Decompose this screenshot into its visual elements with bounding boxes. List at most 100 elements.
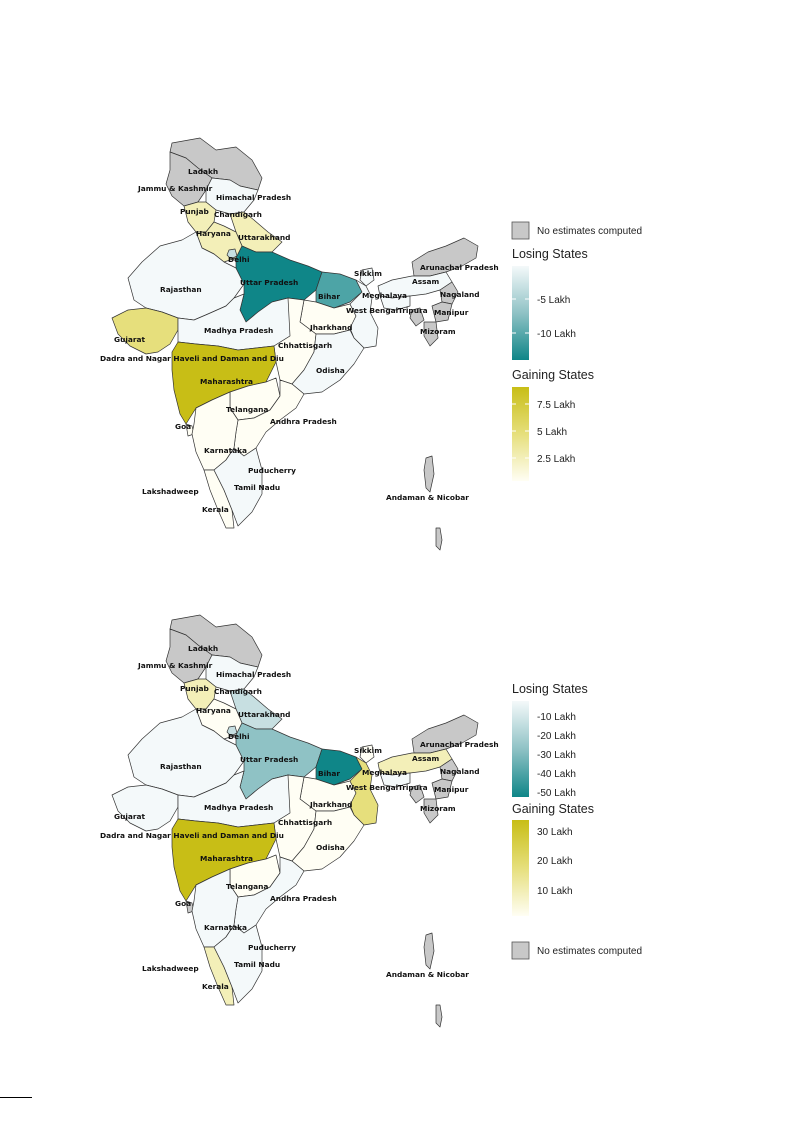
label-puducherry: Puducherry [248, 943, 296, 952]
legend-losing-colorbar [512, 266, 529, 360]
state-mizoram [423, 321, 439, 347]
state-sikkim [359, 267, 375, 287]
label-gujarat: Gujarat [114, 335, 145, 344]
legend-gaining-tick-3: 2.5 Lakh [537, 454, 575, 465]
label-meghalaya: Meghalaya [362, 768, 407, 777]
india-map-2: Ladakh Jammu & Kashmir Himachal Pradesh … [100, 614, 642, 1028]
label-jharkhand: Jharkhand [309, 323, 352, 332]
legend-losing-tick-5: -50 Lakh [537, 788, 576, 799]
state-tripura [409, 784, 425, 804]
label-lakshadweep: Lakshadweep [142, 964, 199, 973]
state-meghalaya [379, 772, 411, 788]
label-jharkhand: Jharkhand [309, 800, 352, 809]
footer-rule [0, 1097, 32, 1098]
label-mizoram: Mizoram [420, 804, 456, 813]
legend-losing-title: Losing States [512, 247, 588, 261]
legend-losing-tick-3: -30 Lakh [537, 750, 576, 761]
legend-no-data-label: No estimates computed [537, 946, 642, 957]
label-jammu-kashmir: Jammu & Kashmir [137, 184, 213, 193]
legend-gaining-title: Gaining States [512, 368, 594, 382]
label-sikkim: Sikkim [354, 269, 382, 278]
state-nagaland [439, 281, 459, 305]
label-chandigarh: Chandigarh [214, 687, 262, 696]
legend-map-1: No estimates computed Losing States -5 L… [511, 221, 642, 481]
state-delhi [226, 248, 238, 260]
legend-no-data-swatch [511, 941, 530, 960]
label-delhi: Delhi [228, 732, 249, 741]
label-punjab: Punjab [180, 207, 209, 216]
label-west-bengal: West Bengal [346, 306, 398, 315]
label-bihar: Bihar [318, 769, 340, 778]
label-uttar-pradesh: Uttar Pradesh [240, 755, 298, 764]
label-maharashtra: Maharashtra [200, 854, 253, 863]
label-uttarakhand: Uttarakhand [238, 710, 290, 719]
label-nagaland: Nagaland [440, 290, 480, 299]
label-odisha: Odisha [316, 366, 345, 375]
state-odisha [291, 806, 365, 872]
label-arunachal-pradesh: Arunachal Pradesh [420, 263, 499, 272]
legend-gaining-tick-2: 20 Lakh [537, 856, 573, 867]
label-assam: Assam [412, 754, 440, 763]
label-chhattisgarh: Chhattisgarh [278, 818, 332, 827]
legend-losing-tick-1: -5 Lakh [537, 295, 570, 306]
label-delhi: Delhi [228, 255, 249, 264]
label-dadra-nagar-haveli-daman-diu: Dadra and Nagar Haveli and Daman and Diu [100, 354, 284, 363]
label-uttar-pradesh: Uttar Pradesh [240, 278, 298, 287]
legend-losing-tick-2: -10 Lakh [537, 329, 576, 340]
label-goa: Goa [175, 899, 191, 908]
legend-losing-tick-4: -40 Lakh [537, 769, 576, 780]
label-madhya-pradesh: Madhya Pradesh [204, 803, 273, 812]
legend-gaining-colorbar [512, 387, 529, 481]
state-andaman-nicobar [423, 932, 443, 1028]
label-manipur: Manipur [434, 308, 469, 317]
state-manipur [431, 778, 453, 800]
label-tamil-nadu: Tamil Nadu [234, 960, 280, 969]
label-nagaland: Nagaland [440, 767, 480, 776]
legend-map-2: Losing States -10 Lakh -20 Lakh -30 Lakh… [511, 682, 642, 960]
legend-gaining-tick-1: 7.5 Lakh [537, 400, 575, 411]
state-bihar [315, 748, 363, 786]
label-goa: Goa [175, 422, 191, 431]
label-chandigarh: Chandigarh [214, 210, 262, 219]
state-tamil-nadu [213, 924, 263, 1004]
label-dadra-nagar-haveli-daman-diu: Dadra and Nagar Haveli and Daman and Diu [100, 831, 284, 840]
state-andaman-nicobar [423, 455, 443, 551]
state-bihar [315, 271, 363, 309]
legend-no-data-label: No estimates computed [537, 226, 642, 237]
label-himachal-pradesh: Himachal Pradesh [216, 670, 291, 679]
label-kerala: Kerala [202, 982, 229, 991]
label-andaman-nicobar: Andaman & Nicobar [386, 493, 469, 502]
legend-gaining-colorbar [512, 820, 529, 916]
label-uttarakhand: Uttarakhand [238, 233, 290, 242]
label-puducherry: Puducherry [248, 466, 296, 475]
label-andaman-nicobar: Andaman & Nicobar [386, 970, 469, 979]
legend-gaining-tick-3: 10 Lakh [537, 886, 573, 897]
label-jammu-kashmir: Jammu & Kashmir [137, 661, 213, 670]
label-lakshadweep: Lakshadweep [142, 487, 199, 496]
state-odisha [291, 329, 365, 395]
label-telangana: Telangana [226, 882, 268, 891]
label-andhra-pradesh: Andhra Pradesh [270, 894, 337, 903]
state-gujarat [111, 307, 179, 355]
label-haryana: Haryana [196, 706, 231, 715]
state-mizoram [423, 798, 439, 824]
india-map-1: Ladakh Jammu & Kashmir Himachal Pradesh … [100, 137, 642, 551]
label-punjab: Punjab [180, 684, 209, 693]
label-tamil-nadu: Tamil Nadu [234, 483, 280, 492]
label-sikkim: Sikkim [354, 746, 382, 755]
state-manipur [431, 301, 453, 323]
state-meghalaya [379, 295, 411, 311]
legend-losing-tick-1: -10 Lakh [537, 712, 576, 723]
label-madhya-pradesh: Madhya Pradesh [204, 326, 273, 335]
label-maharashtra: Maharashtra [200, 377, 253, 386]
label-karnataka: Karnataka [204, 446, 247, 455]
label-ladakh: Ladakh [188, 167, 218, 176]
state-tamil-nadu [213, 447, 263, 527]
state-nagaland [439, 758, 459, 782]
label-ladakh: Ladakh [188, 644, 218, 653]
label-assam: Assam [412, 277, 440, 286]
label-haryana: Haryana [196, 229, 231, 238]
label-himachal-pradesh: Himachal Pradesh [216, 193, 291, 202]
legend-gaining-tick-2: 5 Lakh [537, 427, 567, 438]
label-andhra-pradesh: Andhra Pradesh [270, 417, 337, 426]
